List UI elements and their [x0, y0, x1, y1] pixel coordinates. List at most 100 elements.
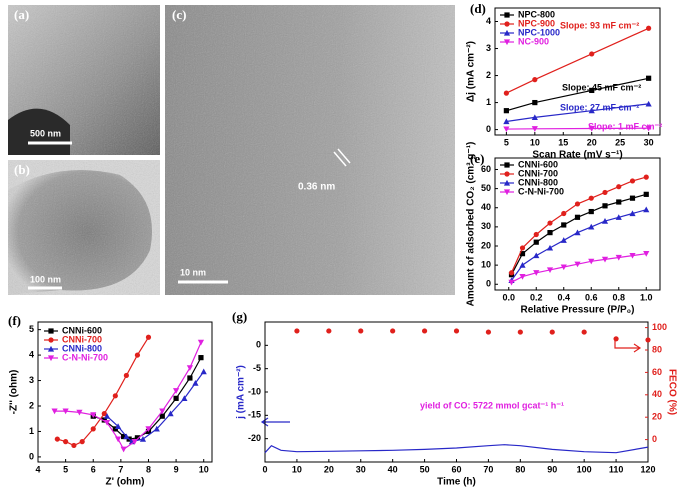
marker: [79, 439, 85, 445]
x-tick-label: 7: [118, 464, 123, 474]
y-tick-label: 2: [486, 70, 491, 80]
x-tick-label: 0.8: [612, 292, 625, 302]
marker: [546, 244, 554, 251]
marker: [519, 262, 526, 268]
x-axis-label: Z' (ohm): [105, 477, 144, 488]
marker: [546, 267, 554, 274]
marker: [519, 251, 526, 257]
marker: [574, 201, 581, 207]
marker: [453, 328, 460, 334]
legend-label: NPC-900: [518, 18, 555, 28]
marker: [103, 419, 111, 426]
marker: [504, 171, 510, 177]
micrograph-c: (c) 0.36 nm 10 nm: [165, 5, 455, 295]
marker: [134, 435, 141, 441]
marker: [533, 252, 540, 259]
x-tick-label: 0.2: [530, 292, 543, 302]
y-tick-label: 3: [29, 375, 34, 385]
marker: [198, 355, 204, 361]
marker: [159, 408, 166, 415]
marker: [139, 435, 147, 442]
marker: [532, 99, 538, 106]
marker: [645, 125, 652, 132]
x-tick-label: 5: [63, 464, 68, 474]
x-tick-label: 0.0: [502, 292, 515, 302]
plot-frame: [37, 321, 213, 463]
series-line: [264, 444, 649, 454]
y-axis-label: Δj (mA cm⁻²): [466, 41, 477, 102]
legend-label: CNNi-800: [518, 177, 558, 187]
marker: [561, 222, 567, 228]
y-tick-label: -5: [253, 363, 261, 373]
y-tick-label: 1: [29, 426, 34, 436]
x-tick-label: 6: [91, 464, 96, 474]
marker: [601, 218, 609, 224]
x-tick-label: 100: [577, 464, 592, 474]
y-axis-label: j (mA cm⁻²): [236, 365, 247, 420]
marker: [533, 239, 539, 245]
annotation: Slope: 1 mF cm⁻²: [588, 121, 662, 131]
marker: [588, 258, 595, 265]
marker: [646, 75, 652, 81]
marker: [63, 439, 69, 445]
marker: [517, 329, 523, 335]
marker: [159, 413, 165, 419]
marker: [581, 329, 587, 335]
marker: [588, 195, 594, 201]
y-tick-label: 2: [29, 400, 34, 410]
scale-label: 500 nm: [30, 128, 61, 138]
marker: [589, 51, 595, 57]
marker: [547, 230, 553, 236]
annotation: Slope: 93 mF cm⁻²: [560, 20, 639, 30]
panel-label: (c): [172, 7, 186, 22]
y-tick-label: 0: [29, 451, 34, 461]
marker: [503, 179, 511, 186]
marker: [172, 388, 180, 394]
legend-label: C-N-Ni-700: [518, 186, 564, 196]
marker: [574, 229, 581, 236]
marker: [616, 184, 622, 190]
marker: [588, 208, 594, 215]
marker: [503, 126, 510, 133]
series-line: [506, 103, 649, 123]
marker: [503, 90, 509, 96]
marker: [90, 426, 96, 432]
marker: [588, 223, 595, 230]
x-tick-label: 1.0: [640, 292, 653, 302]
marker: [629, 210, 636, 217]
marker: [531, 126, 538, 132]
scale-label: 100 nm: [30, 274, 61, 284]
marker: [103, 413, 111, 419]
legend-label: NPC-800: [518, 9, 555, 19]
marker: [153, 425, 160, 432]
y2-tick-label: 0: [652, 434, 657, 444]
marker: [504, 162, 510, 168]
y-tick-label: -20: [248, 433, 261, 443]
series-line: [506, 77, 649, 112]
x-tick-label: 20: [324, 464, 334, 474]
plot-frame: [494, 157, 661, 291]
series-line: [106, 371, 205, 443]
x-tick-label: 60: [451, 464, 461, 474]
marker: [504, 12, 510, 18]
y-tick-label: 40: [481, 202, 491, 212]
y-tick-label: 3: [486, 43, 491, 53]
marker: [561, 210, 567, 217]
x-tick-label: 8: [146, 464, 151, 474]
y-tick-label: 60: [481, 164, 491, 174]
marker: [616, 199, 622, 205]
marker: [602, 189, 608, 196]
x-tick-label: 0.4: [557, 292, 570, 302]
micrograph-b: (b) 100 nm: [8, 160, 160, 295]
marker: [532, 77, 538, 83]
marker: [120, 446, 127, 453]
marker: [629, 252, 636, 259]
lattice-mark: [333, 151, 347, 167]
x-axis-label: Scan Rate (mV s⁻¹): [532, 150, 622, 161]
panel-label: (d): [470, 1, 486, 16]
scale-label: 10 nm: [180, 267, 206, 277]
panel-label: (e): [470, 151, 484, 166]
y2-axis-label: FECO (%): [666, 369, 677, 415]
marker: [123, 433, 130, 440]
